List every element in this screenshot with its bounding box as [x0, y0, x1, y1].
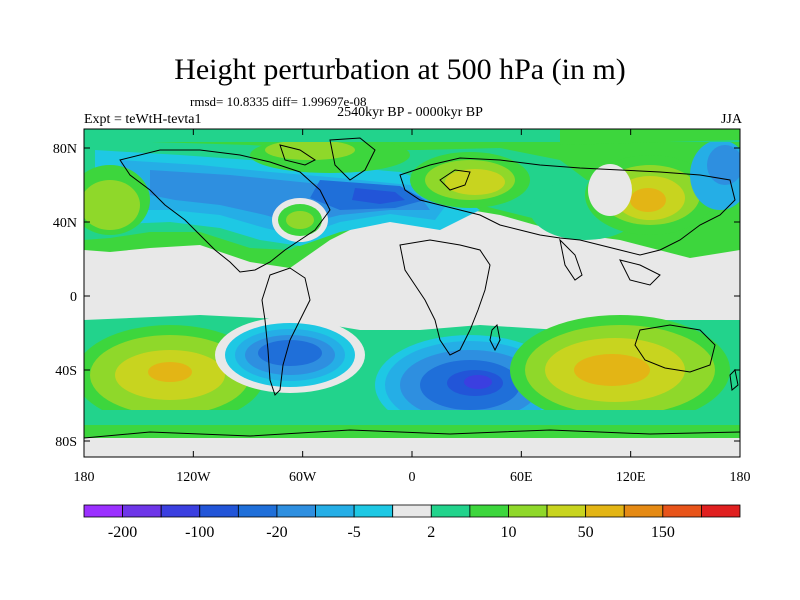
- lon-tick-label: 180: [74, 470, 95, 485]
- lat-tick-label: 80N: [53, 142, 77, 157]
- colorbar-swatch: [546, 504, 587, 518]
- colorbar-swatch: [508, 504, 548, 518]
- height-field: [84, 129, 740, 457]
- colorbar-swatch: [430, 504, 471, 518]
- colorbar-label: 10: [500, 524, 516, 541]
- colorbar-label: 50: [578, 524, 594, 541]
- statistics-text: rmsd= 10.8335 diff= 1.99697e-08: [190, 94, 367, 109]
- colorbar-label: 150: [651, 524, 675, 541]
- lat-tick-label: 40N: [53, 216, 77, 231]
- lon-tick-label: 180: [730, 470, 751, 485]
- lat-tick-label: 40S: [55, 364, 77, 379]
- colorbar-swatch: [392, 504, 432, 518]
- lat-tick-label: 0: [70, 290, 77, 305]
- colorbar-label: -100: [185, 524, 214, 541]
- colorbar-swatch: [199, 504, 239, 518]
- lon-tick-label: 120W: [176, 470, 211, 485]
- colorbar-label: 2: [427, 524, 435, 541]
- colorbar-label: -200: [108, 524, 137, 541]
- colorbar-swatch: [160, 504, 201, 518]
- map-title: Height perturbation at 500 hPa (in m): [174, 53, 626, 86]
- lon-tick-label: 120E: [616, 470, 646, 485]
- latitude-axis: 80N 40N 0 40S 80S: [53, 142, 740, 450]
- colorbar-swatch: [237, 504, 278, 518]
- colorbar-swatch: [623, 504, 664, 518]
- colorbar-swatch: [353, 504, 394, 518]
- coastlines: [84, 137, 740, 439]
- experiment-label: Expt = teWtH-tevta1: [84, 112, 202, 127]
- colorbar-swatch: [469, 504, 509, 518]
- colorbar-swatch: [122, 504, 162, 518]
- colorbar-swatch: [315, 504, 355, 518]
- colorbar-swatch: [83, 504, 123, 518]
- colorbar: -200 -100 -20 -5 2 10 50 150: [83, 504, 741, 541]
- colorbar-label: -20: [266, 524, 287, 541]
- lon-tick-label: 0: [409, 470, 416, 485]
- lon-tick-label: 60W: [289, 470, 317, 485]
- colorbar-label: -5: [347, 524, 360, 541]
- season-label: JJA: [720, 112, 742, 127]
- colorbar-swatch: [662, 504, 702, 518]
- colorbar-swatch: [585, 504, 625, 518]
- lon-tick-label: 60E: [510, 470, 533, 485]
- period-label: 2540kyr BP - 0000kyr BP: [337, 105, 483, 120]
- colorbar-swatch: [701, 504, 741, 518]
- colorbar-swatch: [276, 504, 316, 518]
- lat-tick-label: 80S: [55, 435, 77, 450]
- longitude-axis: 180 120W 60W 0 60E 120E 180: [74, 129, 751, 485]
